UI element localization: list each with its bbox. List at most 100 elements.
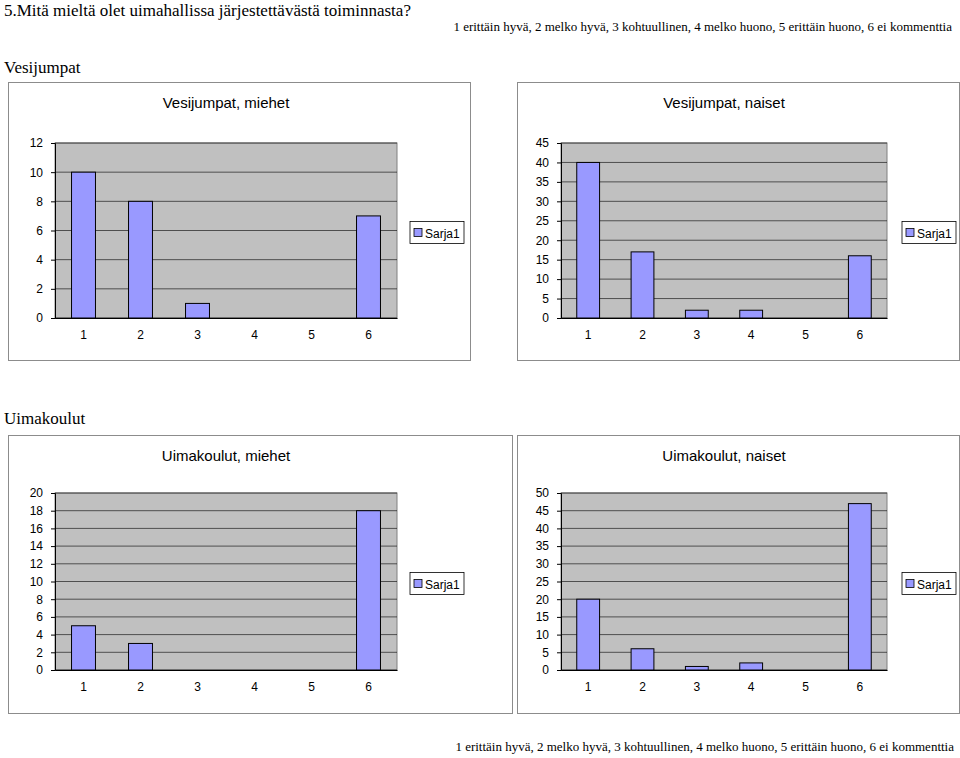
page-title: 5.Mitä mieltä olet uimahallissa järjeste… [4,1,411,20]
tick-mark [51,143,55,144]
axis-line [51,144,56,319]
grid-line [561,528,887,529]
tick-label: 8 [36,593,43,607]
axis-line [51,494,56,671]
tick-label: 6 [365,328,372,342]
legend-swatch [906,229,914,237]
tick-label: 4 [36,253,43,267]
tick-mark [51,318,55,319]
y-tick: 2 [36,282,55,296]
tick-label: 6 [365,680,372,694]
x-tick: 1 [80,318,87,342]
x-tick: 6 [365,670,372,694]
y-tick: 0 [542,311,561,325]
grid-line [561,162,887,163]
bar [794,318,817,319]
grid [55,493,397,670]
tick-label: 25 [536,575,550,589]
grid-line [55,581,397,582]
tick-mark [51,260,55,261]
tick-label: 2 [36,646,43,660]
plot-area [55,493,397,670]
y-tick: 25 [536,214,561,228]
bar [243,318,267,319]
x-tick: 5 [802,318,809,342]
bar [186,303,210,318]
y-tick: 35 [536,539,561,553]
grid-line [561,599,887,600]
tick-mark [557,240,561,241]
tick-label: 10 [30,166,44,180]
bar [631,252,654,318]
grid-line [55,652,397,653]
grid [55,143,397,318]
tick-label: 5 [802,328,809,342]
chart-frame [518,436,960,714]
tick-mark [51,528,55,529]
legend-frame [410,222,464,244]
tick-mark [557,511,561,512]
tick-mark [557,143,561,144]
tick-mark [51,289,55,290]
tick-mark [557,279,561,280]
tick-mark [557,582,561,583]
tick-label: 20 [536,234,550,248]
legend-swatch [414,580,422,588]
x-tick: 6 [856,318,863,342]
tick-label: 0 [542,311,549,325]
y-tick: 6 [36,224,55,238]
tick-mark [557,564,561,565]
tick-label: 4 [251,328,258,342]
grid-line [55,599,397,600]
tick-mark [51,564,55,565]
tick-mark [51,635,55,636]
x-tick: 2 [137,670,144,694]
grid-line [561,181,887,182]
tick-mark [557,546,561,547]
tick-label: 5 [308,328,315,342]
tick-mark [51,599,55,600]
y-tick: 20 [536,234,561,248]
tick-label: 4 [748,680,755,694]
tick-label: 4 [748,328,755,342]
grid-line [55,546,397,547]
tick-mark [557,599,561,600]
y-axis: 051015202530354045 [536,136,562,325]
plot-area [561,143,887,318]
plot-area [55,143,397,318]
bars [577,162,871,318]
tick-label: 8 [36,195,43,209]
grid-line [55,259,397,260]
x-axis: 123456 [562,318,888,342]
tick-label: 30 [536,195,550,209]
tick-label: 1 [585,328,592,342]
grid-line [55,528,397,529]
tick-label: 20 [536,593,550,607]
x-tick: 5 [802,670,809,694]
x-tick: 1 [80,670,87,694]
tick-mark [557,299,561,300]
bar [848,504,871,670]
tick-mark [557,652,561,653]
y-tick: 14 [30,539,55,553]
grid [561,493,887,670]
y-tick: 45 [536,504,561,518]
tick-label: 3 [194,328,201,342]
x-tick: 3 [194,318,201,342]
y-tick: 18 [30,504,55,518]
grid-line [561,616,887,617]
x-tick: 3 [693,670,700,694]
y-tick: 0 [36,311,55,325]
tick-mark [557,162,561,163]
bar [794,670,817,671]
grid-line [55,634,397,635]
grid-line [561,279,887,280]
tick-label: 10 [30,575,44,589]
legend-swatch [906,580,914,588]
grid-line [55,201,397,202]
tick-label: 25 [536,214,550,228]
grid-line [561,634,887,635]
tick-label: 50 [536,486,550,500]
tick-mark [51,201,55,202]
y-tick: 50 [536,486,561,500]
